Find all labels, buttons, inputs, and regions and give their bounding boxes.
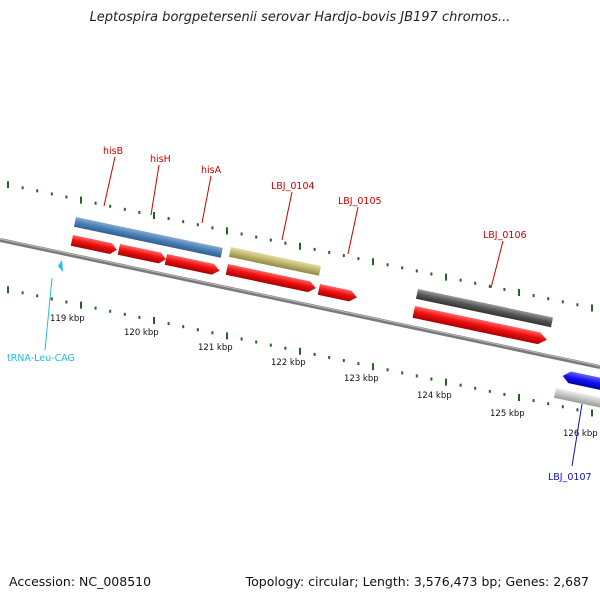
map-title: Leptospira borgpetersenii serovar Hardjo… bbox=[89, 10, 511, 25]
kbp-label: 125 kbp bbox=[490, 409, 525, 419]
lbj-0104-bar[interactable] bbox=[228, 246, 322, 276]
hisH-arrow[interactable] bbox=[117, 244, 167, 265]
kbp-label: 119 kbp bbox=[50, 314, 85, 324]
kbp-label: 124 kbp bbox=[417, 391, 452, 401]
feature-bars bbox=[73, 217, 600, 411]
hisA-arrow[interactable] bbox=[164, 254, 221, 276]
label-hisA[interactable]: hisA bbox=[201, 165, 222, 176]
kbp-label: 123 kbp bbox=[344, 374, 379, 384]
chromosome-backbone-highlight bbox=[0, 238, 600, 367]
label-trna[interactable]: tRNA-Leu-CAG bbox=[7, 353, 75, 364]
accession-text: Accession: NC_008510 bbox=[9, 574, 152, 589]
label-lbj-0105[interactable]: LBJ_0105 bbox=[338, 196, 382, 207]
label-lbj-0106[interactable]: LBJ_0106 bbox=[483, 230, 527, 241]
kbp-label: 126 kbp bbox=[563, 429, 598, 439]
label-hisH[interactable]: hisH bbox=[150, 154, 171, 165]
hisB-arrow[interactable] bbox=[70, 235, 118, 255]
kbp-label: 122 kbp bbox=[271, 358, 306, 368]
label-lbj-0104[interactable]: LBJ_0104 bbox=[271, 181, 315, 192]
lbj-0107-arrow[interactable] bbox=[562, 370, 600, 395]
lbj-0107-bar[interactable] bbox=[553, 388, 600, 411]
operon-bar[interactable] bbox=[73, 217, 223, 258]
tick-tracks bbox=[7, 181, 593, 417]
lbj-0106-bar[interactable] bbox=[415, 289, 554, 328]
lbj-0104-arrow[interactable] bbox=[225, 264, 317, 294]
kbp-label: 121 kbp bbox=[198, 343, 233, 353]
leader-lines bbox=[44, 156, 583, 467]
chromosome-backbone bbox=[0, 238, 600, 369]
feature-labels: hisB hisH hisA LBJ_0104 LBJ_0105 LBJ_010… bbox=[7, 146, 592, 483]
cds-arrows bbox=[58, 235, 600, 395]
label-lbj-0107[interactable]: LBJ_0107 bbox=[548, 472, 592, 483]
trna-marker[interactable] bbox=[58, 260, 63, 272]
genome-summary-text: Topology: circular; Length: 3,576,473 bp… bbox=[245, 574, 589, 589]
kbp-label: 120 kbp bbox=[124, 328, 159, 338]
kbp-labels: 119 kbp 120 kbp 121 kbp 122 kbp 123 kbp … bbox=[50, 314, 598, 439]
lbj-0106-arrow[interactable] bbox=[412, 306, 549, 346]
lbj-0105-arrow[interactable] bbox=[317, 284, 358, 303]
label-hisB[interactable]: hisB bbox=[103, 146, 123, 157]
